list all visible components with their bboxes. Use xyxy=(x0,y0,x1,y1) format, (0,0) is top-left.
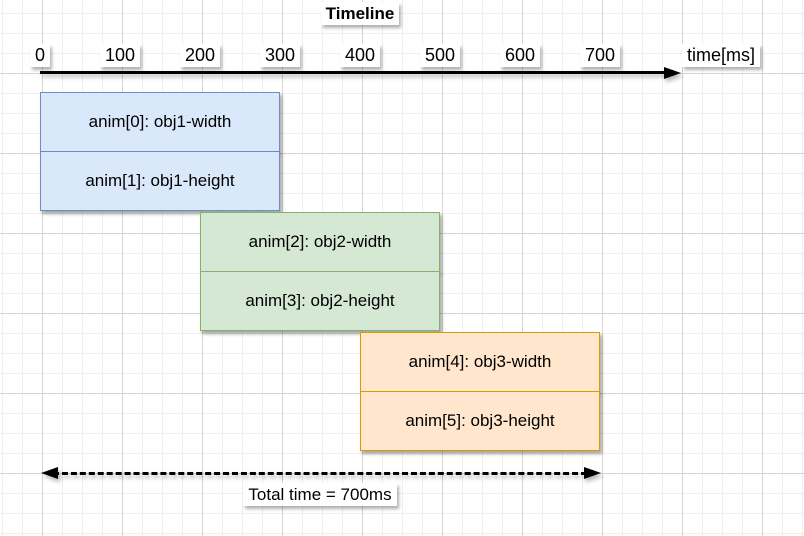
anim-row-obj2-width: anim[2]: obj2-width xyxy=(200,212,440,272)
axis-unit-label: time[ms] xyxy=(668,43,774,67)
axis-tick-700: 700 xyxy=(560,43,640,67)
axis-tick-300-text: 300 xyxy=(259,43,301,67)
anim-block-obj1: anim[0]: obj1-width anim[1]: obj1-height xyxy=(40,92,280,211)
anim-row-obj1-width: anim[0]: obj1-width xyxy=(40,92,280,152)
anim-row-obj1-height-label: anim[1]: obj1-height xyxy=(85,170,235,190)
time-axis-arrowhead-icon xyxy=(664,66,681,79)
anim-row-obj2-height: anim[3]: obj2-height xyxy=(200,270,440,331)
axis-tick-400: 400 xyxy=(320,43,400,67)
axis-tick-100: 100 xyxy=(80,43,160,67)
anim-row-obj3-width: anim[4]: obj3-width xyxy=(360,332,600,392)
axis-tick-300: 300 xyxy=(240,43,320,67)
anim-row-obj1-height: anim[1]: obj1-height xyxy=(40,150,280,211)
axis-tick-200-text: 200 xyxy=(179,43,221,67)
anim-block-obj2: anim[2]: obj2-width anim[3]: obj2-height xyxy=(200,212,440,331)
anim-row-obj2-width-label: anim[2]: obj2-width xyxy=(248,232,392,251)
anim-row-obj3-height: anim[5]: obj3-height xyxy=(360,390,600,451)
anim-row-obj3-width-label: anim[4]: obj3-width xyxy=(408,352,552,371)
axis-tick-500-text: 500 xyxy=(419,43,461,67)
total-time-label: Total time = 700ms xyxy=(220,482,420,506)
axis-tick-0-text: 0 xyxy=(29,43,50,67)
anim-row-obj2-height-label: anim[3]: obj2-height xyxy=(245,290,395,310)
total-arrow-right-head-icon xyxy=(584,467,601,479)
axis-tick-500: 500 xyxy=(400,43,480,67)
axis-tick-200: 200 xyxy=(160,43,240,67)
axis-tick-700-text: 700 xyxy=(579,43,621,67)
total-arrow-left-head-icon xyxy=(41,467,58,479)
total-time-label-text: Total time = 700ms xyxy=(243,482,397,506)
axis-tick-0: 0 xyxy=(0,43,80,67)
diagram-title: Timeline xyxy=(300,1,420,25)
anim-block-obj3: anim[4]: obj3-width anim[5]: obj3-height xyxy=(360,332,600,451)
diagram-title-text: Timeline xyxy=(320,1,400,25)
anim-row-obj3-height-label: anim[5]: obj3-height xyxy=(405,410,555,430)
time-axis-line xyxy=(40,71,668,74)
total-arrow-dashed-line xyxy=(53,471,587,475)
anim-row-obj1-width-label: anim[0]: obj1-width xyxy=(88,112,232,131)
axis-unit-label-text: time[ms] xyxy=(681,43,760,67)
axis-tick-400-text: 400 xyxy=(339,43,381,67)
axis-tick-600: 600 xyxy=(480,43,560,67)
axis-tick-100-text: 100 xyxy=(99,43,141,67)
axis-tick-600-text: 600 xyxy=(499,43,541,67)
